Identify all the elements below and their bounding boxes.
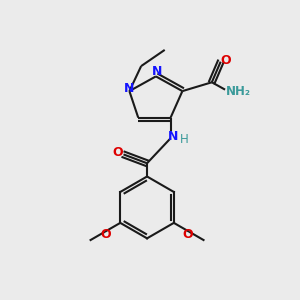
Text: H: H: [180, 133, 189, 146]
Text: O: O: [221, 54, 231, 67]
Text: O: O: [112, 146, 123, 159]
Text: O: O: [100, 228, 111, 241]
Text: O: O: [182, 228, 193, 241]
Text: N: N: [152, 64, 163, 78]
Text: N: N: [124, 82, 134, 95]
Text: N: N: [167, 130, 178, 143]
Text: NH₂: NH₂: [226, 85, 251, 98]
